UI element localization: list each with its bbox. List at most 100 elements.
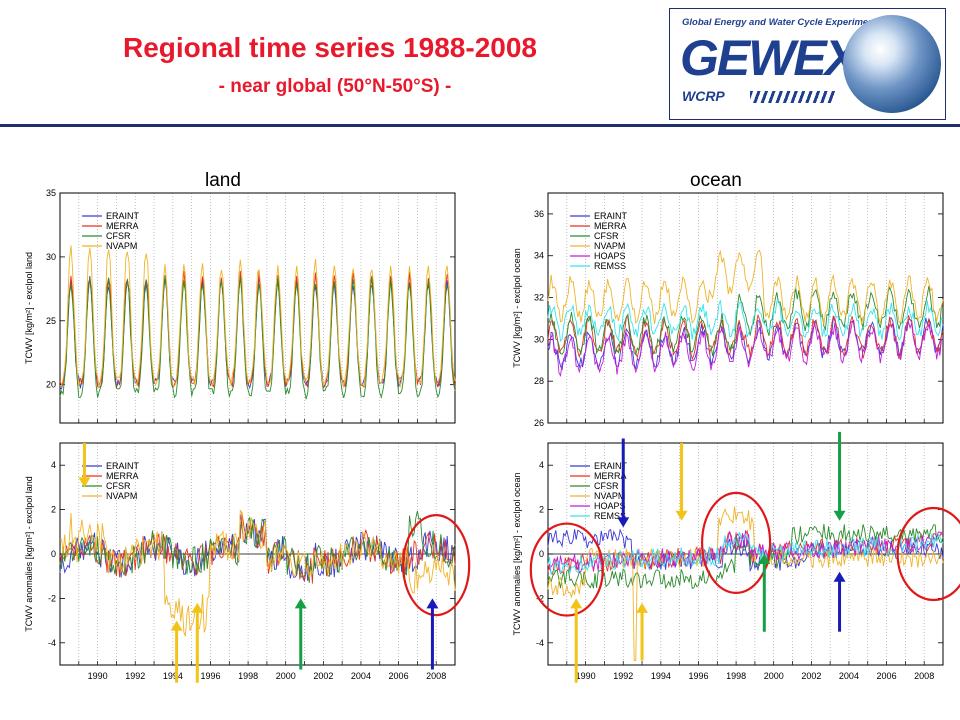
legend-label: ERAINT [594, 461, 628, 471]
legend-label: REMSS [594, 261, 626, 271]
highlight-circle [896, 506, 960, 602]
legend-label: NVAPM [594, 241, 625, 251]
legend-label: CFSR [106, 231, 131, 241]
land_tcwv-panel: 20 25 30 35 TCWV [kg/m²] - exclpol land ERAIN… [24, 188, 456, 424]
legend-label: MERRA [106, 471, 139, 481]
y-tick-label: 4 [51, 460, 56, 470]
x-tick-label: 2002 [313, 671, 333, 681]
x-tick-label: 1998 [238, 671, 258, 681]
series-line-eraint [59, 514, 456, 582]
series-line-cfsr [547, 285, 944, 357]
y-tick-label: 26 [534, 418, 544, 428]
y-tick-label: 35 [46, 188, 56, 198]
y-tick-label: 30 [46, 252, 56, 262]
plot-frame [59, 192, 456, 424]
y-tick-label: 34 [534, 251, 544, 261]
y-axis-label: TCWV anomalies [kg/m²] - exclpol ocean [512, 472, 522, 635]
y-tick-label: 32 [534, 293, 544, 303]
legend-label: NVAPM [106, 241, 137, 251]
legend-label: CFSR [594, 481, 619, 491]
annotation-arrowhead [170, 620, 183, 631]
x-tick-label: 2000 [276, 671, 296, 681]
y-axis-label: TCWV anomalies [kg/m²] - exclpol land [24, 476, 34, 632]
series-line-hoaps [547, 530, 944, 574]
x-tick-label: 1990 [576, 671, 596, 681]
series-line-merra [59, 270, 456, 389]
y-tick-label: 0 [51, 549, 56, 559]
y-tick-label: -4 [48, 638, 56, 648]
series-line-hoaps [547, 321, 944, 377]
annotation-arrowhead [675, 510, 688, 521]
x-tick-label: 2006 [389, 671, 409, 681]
legend-label: MERRA [594, 221, 627, 231]
annotation-arrowhead [617, 517, 630, 528]
gewex-logo: Global Energy and Water Cycle Experiment… [669, 8, 946, 120]
ocean_tcwv-panel: 26 28 30 32 34 36 TCWV [kg/m²] - exclpol ocean… [512, 192, 944, 428]
y-axis-label: TCWV [kg/m²] - exclpol land [24, 252, 34, 364]
series-line-cfsr [59, 275, 456, 400]
x-tick-label: 2004 [839, 671, 859, 681]
annotation-arrowhead [833, 510, 846, 521]
legend-label: ERAINT [106, 211, 140, 221]
legend-label: NVAPM [594, 491, 625, 501]
globe-icon [843, 15, 941, 113]
x-tick-label: 1992 [125, 671, 145, 681]
legend-label: HOAPS [594, 501, 626, 511]
x-tick-label: 1996 [200, 671, 220, 681]
land_anom-panel: -4 -2 0 2 4 1990 1992 1994 1996 1998 2000 2002 2004 2… [24, 442, 456, 681]
page-subtitle: - near global (50°N-50°S) - [218, 76, 452, 97]
header-divider [0, 124, 960, 127]
y-tick-label: 4 [539, 460, 544, 470]
legend-label: CFSR [106, 481, 131, 491]
legend-label: CFSR [594, 231, 619, 241]
y-tick-label: 36 [534, 209, 544, 219]
legend-label: MERRA [594, 471, 627, 481]
annotation-arrowhead [758, 554, 771, 564]
series-line-cfsr [547, 524, 944, 590]
x-tick-label: 1998 [726, 671, 746, 681]
series-line-merra [547, 313, 944, 361]
ocean-panel-label: ocean [690, 170, 742, 191]
y-tick-label: 20 [46, 380, 56, 390]
x-tick-label: 1994 [651, 671, 671, 681]
x-tick-label: 1996 [688, 671, 708, 681]
annotation-arrowhead [833, 571, 846, 582]
legend-label: NVAPM [106, 491, 137, 501]
series-line-nvapm [547, 249, 944, 325]
x-tick-label: 1992 [613, 671, 633, 681]
x-tick-label: 1994 [163, 671, 183, 681]
legend-label: ERAINT [594, 211, 628, 221]
legend-label: ERAINT [106, 461, 140, 471]
logo-wcrp: WCRP [682, 88, 725, 104]
logo-caption: Global Energy and Water Cycle Experiment [682, 17, 878, 28]
y-tick-label: 28 [534, 376, 544, 386]
legend-label: MERRA [106, 221, 139, 231]
x-tick-label: 2004 [351, 671, 371, 681]
x-tick-label: 1990 [88, 671, 108, 681]
annotation-arrowhead [78, 477, 91, 488]
highlight-circle [529, 522, 604, 617]
series-line-nvapm [59, 245, 456, 388]
x-tick-label: 2008 [426, 671, 446, 681]
y-axis-label: TCWV [kg/m²] - exclpol ocean [512, 248, 522, 368]
logo-wordmark: GEWEX [680, 30, 858, 86]
y-tick-label: 2 [539, 505, 544, 515]
legend-label: REMSS [594, 511, 626, 521]
logo-stripes [750, 91, 835, 103]
x-tick-label: 2008 [914, 671, 934, 681]
y-tick-label: 2 [51, 505, 56, 515]
x-tick-label: 2000 [764, 671, 784, 681]
annotation-arrowhead [570, 598, 583, 609]
annotation-arrowhead [294, 598, 307, 609]
annotation-arrowhead [636, 602, 649, 613]
y-tick-label: 0 [539, 549, 544, 559]
page-title: Regional time series 1988-2008 [122, 32, 537, 63]
y-tick-label: 30 [534, 334, 544, 344]
annotation-arrowhead [426, 598, 439, 609]
y-tick-label: -2 [48, 593, 56, 603]
land-panel-label: land [205, 170, 241, 191]
annotation-arrowhead [191, 602, 204, 613]
highlight-circle [402, 513, 471, 617]
x-tick-label: 2006 [877, 671, 897, 681]
